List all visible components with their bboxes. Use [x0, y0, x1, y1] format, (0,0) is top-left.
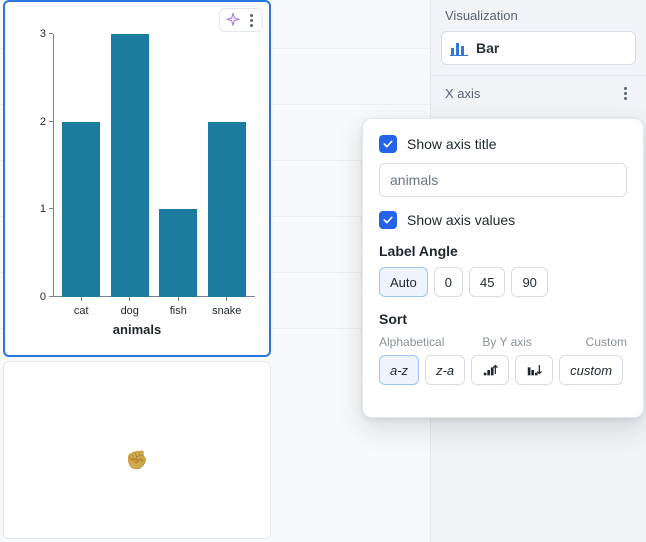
sort-sublabels: Alphabetical By Y axis Custom: [379, 335, 627, 349]
bar-chart-icon: [450, 40, 468, 56]
bar[interactable]: [62, 122, 100, 297]
sort-sublabel-byy: By Y axis: [482, 335, 559, 349]
kebab-icon[interactable]: [245, 14, 257, 27]
y-tick-label: 0: [40, 291, 46, 303]
sort-header: Sort: [379, 311, 627, 327]
show-axis-values-label: Show axis values: [407, 212, 515, 228]
sort-za-button[interactable]: z-a: [425, 355, 465, 385]
empty-card[interactable]: ✊: [3, 361, 271, 539]
bar-slot: snake: [203, 34, 252, 297]
y-tick-label: 1: [40, 203, 46, 215]
bar-slot: fish: [154, 34, 203, 297]
label-angle-option[interactable]: 0: [434, 267, 463, 297]
x-tick-label: snake: [212, 305, 241, 317]
sparkle-icon[interactable]: [225, 12, 241, 28]
chart-card[interactable]: Count of Records 0123 catdogfishsnake an…: [3, 0, 271, 357]
kebab-icon[interactable]: [618, 87, 632, 100]
axis-title-input[interactable]: [379, 163, 627, 197]
sort-ascending-icon: [482, 362, 498, 378]
xaxis-accordion-header[interactable]: X axis: [431, 75, 646, 111]
bar[interactable]: [208, 122, 246, 297]
sort-descending-icon: [526, 362, 542, 378]
x-tick-label: cat: [74, 305, 89, 317]
bar-slot: dog: [106, 34, 155, 297]
y-tick-label: 2: [40, 116, 46, 128]
sort-sublabel-custom: Custom: [586, 335, 627, 349]
xaxis-config-popover: Show axis title Show axis values Label A…: [362, 118, 644, 418]
show-axis-title-checkbox[interactable]: [379, 135, 397, 153]
label-angle-option[interactable]: 45: [469, 267, 505, 297]
show-axis-title-label: Show axis title: [407, 136, 496, 152]
label-angle-option[interactable]: 90: [511, 267, 547, 297]
sort-yasc-button[interactable]: [471, 355, 509, 385]
x-tick-mark: [178, 297, 179, 301]
x-tick-mark: [129, 297, 130, 301]
visualization-type-label: Bar: [476, 40, 499, 56]
bar[interactable]: [159, 209, 197, 297]
label-angle-option[interactable]: Auto: [379, 267, 428, 297]
sort-az-button[interactable]: a-z: [379, 355, 419, 385]
chart-plot: Count of Records 0123 catdogfishsnake an…: [15, 30, 259, 341]
bar[interactable]: [111, 34, 149, 297]
label-angle-header: Label Angle: [379, 243, 627, 259]
sort-options: a-z z-a custom: [379, 355, 627, 385]
bar-slot: cat: [57, 34, 106, 297]
visualization-type-select[interactable]: Bar: [441, 31, 636, 65]
checkmark-icon: [382, 138, 394, 150]
sort-ydesc-button[interactable]: [515, 355, 553, 385]
show-axis-values-checkbox[interactable]: [379, 211, 397, 229]
x-tick-mark: [226, 297, 227, 301]
y-axis-title: Count of Records: [0, 90, 1, 191]
x-tick-mark: [81, 297, 82, 301]
y-tick-label: 3: [40, 28, 46, 40]
label-angle-options: Auto04590: [379, 267, 627, 297]
x-tick-label: fish: [170, 305, 187, 317]
sort-custom-button[interactable]: custom: [559, 355, 623, 385]
x-axis-title: animals: [15, 322, 259, 337]
sort-sublabel-alpha: Alphabetical: [379, 335, 456, 349]
grab-cursor-icon: ✊: [126, 450, 148, 471]
chart-card-toolbar: [219, 8, 263, 32]
checkmark-icon: [382, 214, 394, 226]
visualization-header: Visualization: [431, 0, 646, 27]
x-tick-label: dog: [121, 305, 139, 317]
xaxis-accordion-label: X axis: [445, 86, 480, 101]
